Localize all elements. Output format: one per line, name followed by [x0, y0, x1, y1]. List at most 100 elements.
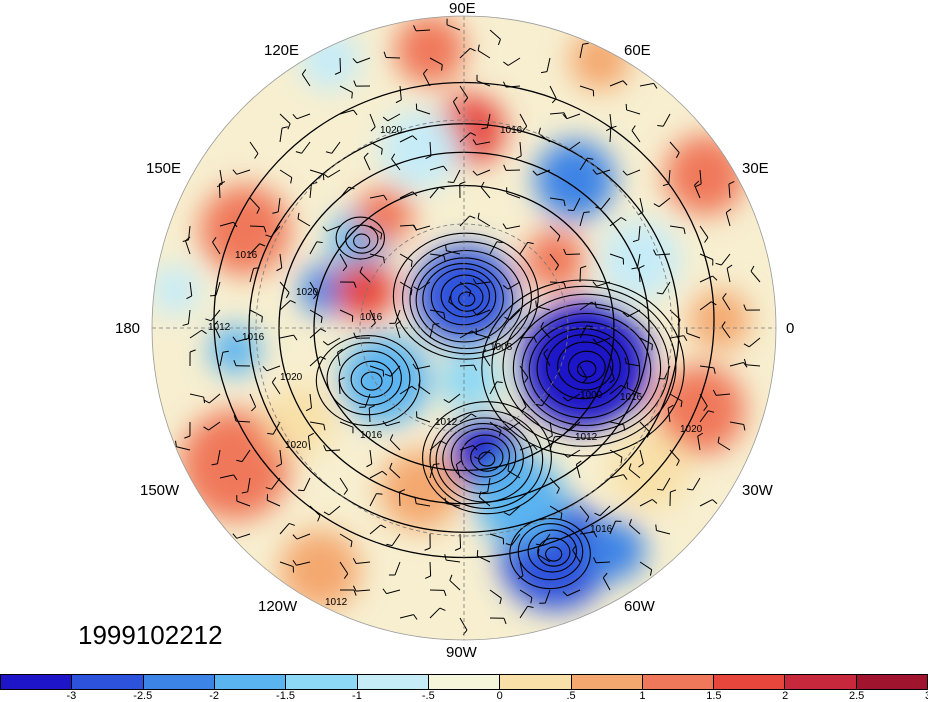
- wind-barb: [477, 50, 491, 59]
- contour-label: 1012: [575, 432, 598, 443]
- wind-barb-flag: [711, 301, 717, 306]
- colorbar-swatch: [72, 675, 144, 689]
- wind-barb: [726, 268, 731, 283]
- wind-barb: [429, 607, 441, 619]
- wind-barb-flag: [380, 233, 383, 240]
- wind-barb-flag: [602, 572, 608, 579]
- wind-barb-flag: [353, 332, 357, 339]
- wind-barb: [249, 268, 255, 283]
- wind-barb-flag: [445, 244, 447, 251]
- wind-barb-flag: [259, 243, 266, 247]
- colorbar-swatch: [714, 675, 786, 689]
- wind-barb: [386, 589, 401, 595]
- wind-barb-flag: [301, 69, 307, 75]
- wind-barb: [699, 253, 714, 260]
- wind-barb-flag: [241, 491, 248, 494]
- wind-barb: [395, 324, 401, 339]
- wind-barb: [339, 109, 354, 115]
- wind-barb-flag: [290, 177, 293, 184]
- wind-barb: [477, 218, 491, 227]
- wind-barb-flag: [677, 319, 681, 326]
- wind-barb-flag: [287, 123, 291, 130]
- wind-barb: [579, 157, 588, 171]
- isobar: [512, 303, 662, 433]
- wind-barb-flag: [292, 113, 298, 120]
- wind-barb-flag: [290, 300, 296, 304]
- anomaly-blob: [520, 300, 650, 430]
- wind-barb: [568, 141, 581, 151]
- wind-barb-flag: [502, 223, 507, 229]
- wind-barb: [279, 449, 283, 464]
- wind-barb: [699, 393, 708, 407]
- colorbar-swatch: [571, 675, 643, 689]
- wind-barb: [579, 267, 582, 283]
- wind-barb-flag: [503, 164, 507, 171]
- wind-barb: [399, 253, 413, 262]
- wind-barb: [721, 326, 731, 339]
- wind-barb: [369, 113, 376, 128]
- wind-barb: [391, 158, 401, 171]
- wind-barb-flag: [410, 289, 413, 296]
- wind-barb-flag: [211, 463, 218, 466]
- wind-barb: [477, 555, 491, 563]
- wind-barb: [506, 85, 521, 88]
- colorbar-swatch: [642, 675, 715, 689]
- wind-barb-flag: [381, 148, 383, 155]
- wind-barb-flag: [624, 357, 627, 364]
- wind-barb: [452, 101, 461, 115]
- wind-barb-flag: [343, 573, 349, 579]
- wind-barb-flag: [540, 71, 548, 74]
- map-border: [151, 15, 777, 641]
- wind-barb: [609, 253, 624, 259]
- wind-barb-flag: [413, 614, 418, 620]
- wind-barb: [507, 57, 521, 66]
- wind-barb: [717, 442, 731, 451]
- wind-barb: [339, 533, 353, 542]
- wind-barb-flag: [628, 463, 632, 470]
- wind-barb-flag: [594, 301, 597, 308]
- timestamp: 1999102212: [78, 620, 223, 650]
- wind-barb: [369, 493, 377, 507]
- wind-barb: [599, 505, 611, 517]
- wind-barb-flag: [620, 457, 623, 464]
- wind-barb: [639, 499, 653, 507]
- wind-barb-flag: [370, 126, 376, 132]
- wind-barb-flag: [323, 511, 330, 516]
- wind-barb-flag: [473, 364, 477, 371]
- wind-barb: [509, 505, 521, 516]
- anomaly-blob: [570, 30, 630, 90]
- wind-barb-flag: [313, 293, 318, 300]
- wind-barb: [236, 500, 251, 507]
- contour-label: 1020: [296, 287, 319, 298]
- wind-barb: [507, 281, 521, 290]
- wind-barb: [636, 253, 641, 268]
- longitude-label: 150W: [140, 482, 180, 499]
- wind-barb-flag: [395, 320, 401, 326]
- wind-barb-flag: [610, 125, 617, 129]
- wind-barb: [609, 365, 615, 380]
- wind-barb-flag: [261, 316, 263, 323]
- wind-barb-flag: [382, 588, 387, 594]
- wind-barb-flag: [363, 152, 369, 158]
- colorbar-tick-label: -1.5: [276, 690, 296, 702]
- longitude-label: 0: [786, 320, 795, 337]
- wind-barb-flag: [383, 257, 385, 264]
- wind-barb-flag: [667, 404, 674, 409]
- isobar: [470, 442, 504, 472]
- contour-label: 1016: [360, 430, 383, 441]
- wind-barb: [187, 309, 191, 324]
- wind-barb-flag: [503, 618, 507, 625]
- contour-label: 1012: [325, 597, 348, 608]
- anomaly-fill: [152, 16, 750, 610]
- wind-barb-flag: [292, 560, 297, 566]
- wind-barb-flag: [265, 234, 272, 238]
- isobar: [567, 350, 606, 384]
- wind-barb: [389, 439, 401, 451]
- wind-barb: [368, 407, 371, 423]
- wind-barb: [369, 225, 383, 234]
- wind-barb-flag: [423, 68, 428, 74]
- wind-barb-flag: [715, 262, 722, 266]
- isobar: [430, 268, 497, 326]
- contour-label: 1008: [490, 342, 513, 353]
- wind-barb-flag: [320, 316, 323, 323]
